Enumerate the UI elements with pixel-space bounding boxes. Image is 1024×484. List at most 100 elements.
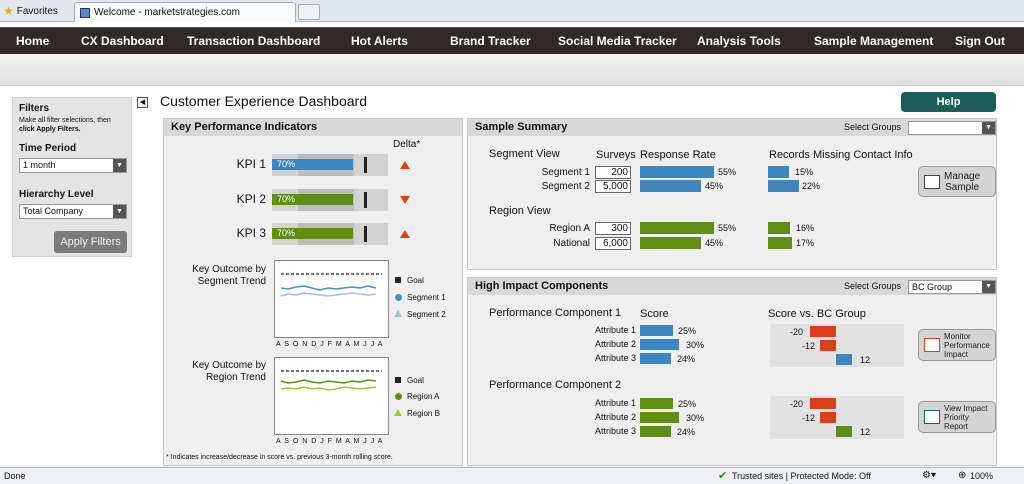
bc-diff-bar: [820, 412, 836, 423]
legend-region-b: Region B: [407, 409, 440, 418]
kpi-gauge: 70%: [272, 223, 388, 245]
kpi-bar: 70%: [272, 228, 353, 239]
status-zone: Trusted sites | Protected Mode: Off: [732, 471, 871, 481]
sample-summary-panel: Sample Summary Select Groups ▼ Segment V…: [467, 118, 997, 270]
bc-diff-value: 12: [860, 355, 871, 365]
zoom-icon[interactable]: ⊕: [958, 470, 967, 481]
row-label: Segment 1: [541, 167, 590, 178]
chevron-down-icon[interactable]: ▼: [982, 281, 995, 293]
time-period-label: Time Period: [19, 143, 77, 154]
new-tab-button[interactable]: [298, 4, 320, 20]
nav-cx-dashboard[interactable]: CX Dashboard: [81, 34, 164, 48]
response-rate-bar: [640, 237, 701, 249]
segment-2-line: [280, 292, 377, 297]
security-icon[interactable]: ⚙▾: [922, 470, 936, 481]
bc-diff-value: -20: [790, 399, 804, 409]
nav-sign-out[interactable]: Sign Out: [955, 34, 1005, 48]
kpi-panel-header: Key Performance Indicators: [164, 119, 462, 136]
attribute-label: Attribute 2: [594, 339, 636, 349]
row-label: Segment 2: [541, 181, 590, 192]
response-rate-bar: [640, 222, 714, 234]
favorites-button[interactable]: ★ Favorites: [3, 3, 69, 19]
sample-select-groups[interactable]: ▼: [908, 121, 996, 135]
monitor-performance-button[interactable]: Monitor Performance Impact: [918, 329, 996, 361]
bc-diff-value: 12: [860, 427, 871, 437]
chevron-down-icon[interactable]: ▼: [113, 159, 126, 172]
nav-transaction-dashboard[interactable]: Transaction Dashboard: [187, 34, 321, 48]
attribute-label: Attribute 1: [594, 325, 636, 335]
attribute-score-bar: [640, 398, 673, 409]
view-impact-label-1: View Impact: [944, 403, 988, 413]
kpi-value: 70%: [277, 228, 296, 238]
trend1-month-axis: A S O N D J F M A M J J A: [276, 341, 383, 348]
high-impact-panel: High Impact Components Select Groups BC …: [467, 277, 997, 466]
bc-diff-bar: [810, 398, 836, 409]
missing-contact-value: 16%: [796, 223, 815, 233]
kpi-value: 70%: [277, 194, 296, 204]
trend2-title-line1: Key Outcome by: [192, 360, 266, 371]
response-rate-value: 45%: [705, 238, 724, 248]
kpi-bar: 70%: [272, 194, 353, 205]
attribute-score-value: 24%: [677, 354, 696, 364]
nav-home[interactable]: Home: [16, 34, 50, 48]
delta-header: Delta*: [393, 139, 421, 150]
bc-select-groups[interactable]: BC Group ▼: [908, 280, 996, 294]
response-rate-header: Response Rate: [640, 149, 716, 161]
zoom-level[interactable]: 100%: [970, 471, 994, 481]
nav-brand-tracker[interactable]: Brand Tracker: [450, 34, 531, 48]
view-impact-label-2: Priority: [944, 412, 969, 422]
monitor-label-3: Impact: [944, 349, 969, 359]
attribute-label: Attribute 2: [594, 412, 636, 422]
kpi-gauge: 70%: [272, 154, 388, 176]
region-a-legend-icon: [395, 393, 402, 400]
manage-sample-button[interactable]: Manage Sample: [918, 166, 996, 197]
kpi-gauge: 70%: [272, 189, 388, 211]
bc-diff-value: -12: [802, 413, 816, 423]
segment-2-legend-icon: [394, 310, 402, 317]
apply-filters-button[interactable]: Apply Filters: [54, 231, 127, 253]
surveys-header: Surveys: [596, 149, 636, 161]
chevron-down-icon[interactable]: ▼: [982, 122, 995, 134]
monitor-label-1: Monitor: [944, 331, 971, 341]
toolbar-strip: [0, 54, 1024, 86]
region-trend-svg: [280, 370, 382, 391]
surveys-count: 300: [595, 222, 631, 235]
filters-instructions-line2: click Apply Filters.: [19, 126, 81, 133]
region-b-line: [280, 386, 377, 391]
trend1-title-line1: Key Outcome by: [192, 264, 266, 275]
chevron-down-icon[interactable]: ▼: [113, 205, 126, 218]
browser-tab[interactable]: Welcome - marketstrategies.com: [74, 2, 296, 22]
checkmark-icon: ✔: [718, 470, 728, 482]
trend2-title-line2: Region Trend: [205, 372, 266, 383]
view-impact-priority-button[interactable]: View Impact Priority Report: [918, 401, 996, 433]
nav-social-media-tracker[interactable]: Social Media Tracker: [558, 34, 677, 48]
hierarchy-level-select[interactable]: Total Company ▼: [19, 204, 127, 219]
kpi-bar: 70%: [272, 159, 353, 170]
kpi-value: 70%: [277, 159, 296, 169]
legend-goal: Goal: [407, 376, 424, 385]
bc-diff-bar: [810, 326, 836, 337]
bc-diff-bar: [836, 354, 852, 365]
nav-hot-alerts[interactable]: Hot Alerts: [351, 34, 408, 48]
nav-analysis-tools[interactable]: Analysis Tools: [697, 34, 781, 48]
manage-sample-label-2: Sample: [945, 181, 980, 193]
collapse-filters-icon[interactable]: ◀: [137, 97, 148, 108]
surveys-count: 6,000: [595, 237, 631, 250]
kpi-goal-marker: [364, 157, 367, 173]
legend-segment-1: Segment 1: [407, 293, 446, 302]
status-done: Done: [4, 471, 26, 481]
kpi-name: KPI 1: [236, 157, 266, 171]
kpi-name: KPI 3: [236, 226, 266, 240]
help-button[interactable]: Help: [901, 92, 996, 112]
bc-diff-bar: [836, 426, 852, 437]
time-period-select[interactable]: 1 month ▼: [19, 158, 127, 173]
response-rate-bar: [640, 166, 714, 178]
attribute-label: Attribute 3: [594, 353, 636, 363]
segment-trend-svg: [280, 273, 382, 297]
filters-panel: Filters Make all filter selections, then…: [12, 97, 132, 257]
browser-status-bar: Done ✔ Trusted sites | Protected Mode: O…: [0, 467, 1024, 484]
bc-diff-value: -12: [802, 341, 816, 351]
kpi-goal-marker: [364, 192, 367, 208]
delta-up-icon: [400, 161, 410, 169]
nav-sample-management[interactable]: Sample Management: [814, 34, 934, 48]
